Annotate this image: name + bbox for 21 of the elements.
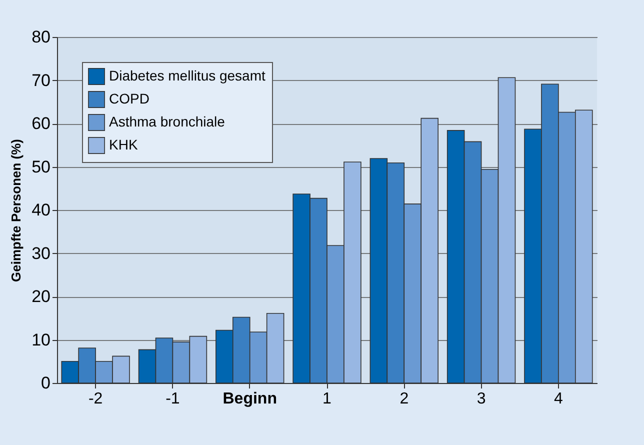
y-tick-label: 0 bbox=[41, 374, 50, 392]
x-tick-label: 2 bbox=[400, 390, 409, 408]
legend-label: KHK bbox=[109, 136, 138, 152]
legend-label: Diabetes mellitus gesamt bbox=[109, 68, 266, 84]
legend-label: Asthma bronchiale bbox=[109, 114, 226, 130]
y-tick-label: 10 bbox=[32, 330, 50, 350]
y-tick-label: 50 bbox=[32, 157, 50, 176]
y-axis-title: Geimpfte Personen (%) bbox=[8, 138, 24, 282]
y-tick-label: 40 bbox=[32, 200, 50, 220]
x-tick-label: 4 bbox=[554, 390, 563, 408]
x-tick-label: 1 bbox=[322, 390, 332, 408]
y-tick-label: 70 bbox=[32, 70, 50, 90]
y-tick-label: 20 bbox=[32, 287, 50, 306]
y-tick-label: 60 bbox=[32, 114, 50, 133]
x-tick-label: Beginn bbox=[222, 390, 277, 408]
x-tick-label: -2 bbox=[88, 390, 103, 408]
x-tick-label: 3 bbox=[476, 390, 486, 408]
legend-label: COPD bbox=[109, 90, 150, 106]
x-tick-label: -1 bbox=[166, 390, 180, 408]
y-tick-label: 80 bbox=[32, 28, 50, 46]
y-tick-label: 30 bbox=[32, 244, 50, 263]
